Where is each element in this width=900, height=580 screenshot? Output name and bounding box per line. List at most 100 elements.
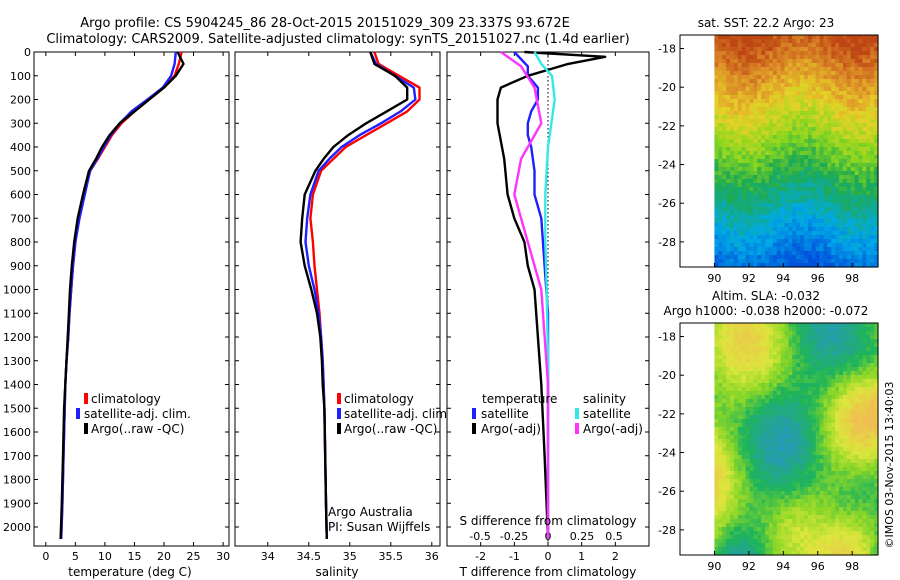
heatmap-cell bbox=[722, 519, 727, 524]
heatmap-cell bbox=[757, 243, 762, 248]
heatmap-cell bbox=[862, 447, 867, 452]
heatmap-cell bbox=[800, 399, 805, 404]
heatmap-cell bbox=[714, 99, 719, 104]
heatmap-cell bbox=[757, 323, 762, 328]
heatmap-cell bbox=[741, 143, 747, 148]
heatmap-cell bbox=[858, 231, 864, 236]
heatmap-cell bbox=[768, 159, 774, 164]
heatmap-cell bbox=[862, 439, 867, 444]
heatmap-cell bbox=[722, 199, 727, 204]
legend-t-satellite: satellite bbox=[481, 407, 529, 421]
heatmap-cell bbox=[874, 323, 879, 328]
heatmap-cell bbox=[718, 71, 723, 76]
heatmap-cell bbox=[866, 247, 871, 252]
heatmap-cell bbox=[772, 523, 778, 528]
heatmap-cell bbox=[842, 47, 848, 52]
heatmap-cell bbox=[819, 323, 825, 328]
heatmap-cell bbox=[745, 251, 751, 256]
heatmap-cell bbox=[846, 523, 852, 528]
heatmap-cell bbox=[858, 503, 864, 508]
heatmap-cell bbox=[788, 343, 793, 348]
heatmap-cell bbox=[768, 91, 774, 96]
heatmap-cell bbox=[741, 495, 747, 500]
heatmap-cell bbox=[792, 155, 797, 160]
heatmap-cell bbox=[753, 351, 758, 356]
heatmap-cell bbox=[831, 83, 836, 88]
heatmap-cell bbox=[874, 347, 879, 352]
heatmap-cell bbox=[819, 95, 825, 100]
heatmap-cell bbox=[722, 343, 727, 348]
heatmap-cell bbox=[714, 447, 719, 452]
heatmap-cell bbox=[800, 439, 805, 444]
heatmap-cell bbox=[784, 219, 790, 224]
heatmap-cell bbox=[854, 383, 860, 388]
salinity-legend: climatology satellite-adj. clim. Argo(..… bbox=[337, 392, 451, 436]
heatmap-cell bbox=[819, 511, 825, 516]
heatmap-cell bbox=[796, 487, 801, 492]
heatmap-cell bbox=[858, 507, 864, 512]
heatmap-cell bbox=[718, 63, 723, 68]
heatmap-cell bbox=[749, 463, 754, 468]
heatmap-cell bbox=[788, 527, 793, 532]
heatmap-cell bbox=[815, 107, 821, 112]
heatmap-cell bbox=[839, 475, 844, 480]
heatmap-cell bbox=[714, 175, 719, 180]
heatmap-cell bbox=[804, 119, 809, 124]
heatmap-cell bbox=[792, 475, 797, 480]
heatmap-cell bbox=[784, 451, 790, 456]
heatmap-cell bbox=[776, 171, 782, 176]
heatmap-cell bbox=[811, 331, 817, 336]
heatmap-cell bbox=[796, 87, 801, 92]
heatmap-cell bbox=[761, 255, 766, 260]
heatmap-cell bbox=[792, 35, 797, 40]
heatmap-cell bbox=[730, 255, 735, 260]
heatmap-cell bbox=[807, 491, 813, 496]
heatmap-cell bbox=[827, 235, 832, 240]
heatmap-cell bbox=[823, 495, 828, 500]
heatmap-cell bbox=[776, 159, 782, 164]
heatmap-cell bbox=[846, 75, 852, 80]
heatmap-cell bbox=[854, 531, 860, 536]
heatmap-cell bbox=[765, 115, 770, 120]
heatmap-cell bbox=[804, 79, 809, 84]
heatmap-cell bbox=[780, 159, 786, 164]
heatmap-cell bbox=[784, 471, 790, 476]
heatmap-cell bbox=[835, 355, 840, 360]
heatmap-cell bbox=[730, 167, 735, 172]
heatmap-cell bbox=[722, 131, 727, 136]
heatmap-cell bbox=[874, 219, 879, 224]
heatmap-cell bbox=[839, 435, 844, 440]
heatmap-cell bbox=[768, 111, 774, 116]
heatmap-cell bbox=[839, 51, 844, 56]
depth-tick-label: 300 bbox=[10, 117, 31, 130]
heatmap-cell bbox=[718, 375, 723, 380]
heatmap-cell bbox=[815, 395, 821, 400]
heatmap-cell bbox=[753, 479, 758, 484]
heatmap-cell bbox=[784, 455, 790, 460]
heatmap-cell bbox=[842, 123, 848, 128]
heatmap-cell bbox=[831, 479, 836, 484]
heatmap-cell bbox=[854, 59, 860, 64]
heatmap-cell bbox=[757, 103, 762, 108]
heatmap-cell bbox=[784, 55, 790, 60]
heatmap-cell bbox=[839, 527, 844, 532]
depth-tick-label: 1400 bbox=[3, 379, 31, 392]
heatmap-cell bbox=[874, 507, 879, 512]
heatmap-cell bbox=[737, 343, 743, 348]
heatmap-cell bbox=[846, 163, 852, 168]
heatmap-cell bbox=[854, 515, 860, 520]
heatmap-cell bbox=[768, 399, 774, 404]
heatmap-cell bbox=[765, 387, 770, 392]
heatmap-cell bbox=[765, 383, 770, 388]
heatmap-cell bbox=[800, 231, 805, 236]
heatmap-cell bbox=[796, 215, 801, 220]
heatmap-cell bbox=[854, 375, 860, 380]
heatmap-cell bbox=[858, 103, 864, 108]
heatmap-cell bbox=[741, 439, 747, 444]
heatmap-cell bbox=[874, 59, 879, 64]
heatmap-cell bbox=[819, 187, 825, 192]
heatmap-cell bbox=[807, 91, 813, 96]
temperature-panel: 0100200300400500600700800900100011001200… bbox=[3, 46, 230, 579]
heatmap-cell bbox=[726, 191, 731, 196]
heatmap-cell bbox=[776, 115, 782, 120]
